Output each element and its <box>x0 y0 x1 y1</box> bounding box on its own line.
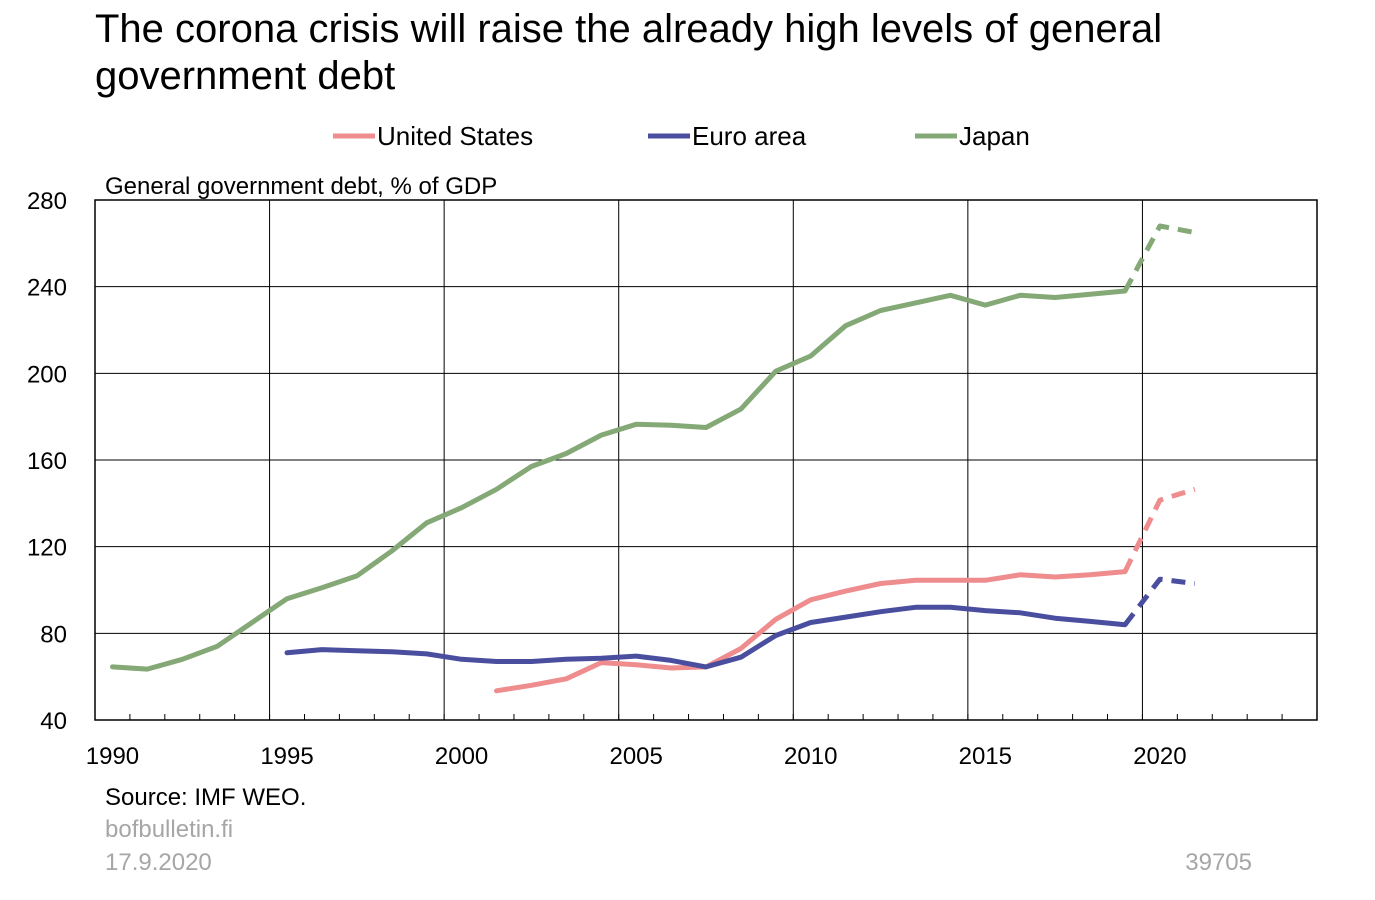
legend-label: Japan <box>959 121 1030 151</box>
series-forecast-line-japan <box>1122 223 1196 293</box>
y-tick-label: 240 <box>27 275 67 302</box>
legend-label: United States <box>377 121 533 151</box>
publish-date: 17.9.2020 <box>105 849 212 876</box>
x-tick-label: 2000 <box>435 743 488 770</box>
series-lines <box>110 223 1196 694</box>
y-tick-label: 80 <box>40 621 67 648</box>
y-tick-label: 40 <box>40 708 67 735</box>
series-line-united-states <box>494 569 1128 694</box>
series-forecast-line-euro-area <box>1123 576 1196 627</box>
x-minor-ticks <box>94 714 1283 720</box>
series-line-japan <box>110 288 1128 672</box>
y-tick-label: 200 <box>27 361 67 388</box>
y-axis-label: General government debt, % of GDP <box>105 173 497 200</box>
series-forecast-line-united-states <box>1122 486 1196 573</box>
site-name: bofbulletin.fi <box>105 816 234 843</box>
y-tick-label: 160 <box>27 448 67 475</box>
x-tick-label: 2005 <box>609 743 662 770</box>
x-tick-label: 2020 <box>1133 743 1186 770</box>
plot-area-frame <box>94 199 1318 721</box>
chart-title: The corona crisis will raise the already… <box>95 7 1163 98</box>
y-tick-label: 280 <box>27 188 67 215</box>
legend-item-euro-area: Euro area <box>648 121 807 151</box>
x-tick-label: 2010 <box>784 743 837 770</box>
legend-item-japan: Japan <box>915 121 1030 151</box>
source-note: Source: IMF WEO. <box>105 784 307 811</box>
series-line-euro-area <box>284 604 1128 670</box>
legend-label: Euro area <box>692 121 807 151</box>
x-tick-label: 1990 <box>86 743 139 770</box>
y-tick-label: 120 <box>27 535 67 562</box>
legend-item-united-states: United States <box>333 121 533 151</box>
x-tick-labels: 1990 1995 2000 2005 2010 2015 2020 <box>86 743 1187 770</box>
chart-code: 39705 <box>1185 849 1252 876</box>
y-tick-labels: 40 80 120 160 200 240 280 <box>27 188 67 735</box>
x-tick-label: 2015 <box>959 743 1012 770</box>
legend: United States Euro area Japan <box>333 121 1030 151</box>
gridlines <box>94 199 1318 721</box>
x-tick-label: 1995 <box>260 743 313 770</box>
